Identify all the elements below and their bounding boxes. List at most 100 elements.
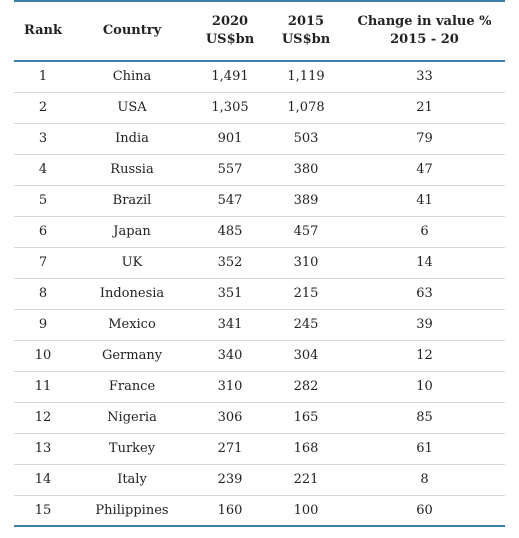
cell-value-2015: 304	[293, 348, 319, 363]
cell-change: 39	[416, 317, 433, 332]
cell-country: Japan	[113, 224, 151, 239]
table-row: 1 China 1,491 1,119 33	[14, 61, 505, 92]
cell-value-2015: 380	[293, 162, 319, 177]
table-row: 4 Russia 557 380 47	[14, 154, 505, 185]
table-row: 14 Italy 239 221 8	[14, 464, 505, 495]
cell-rank: 5	[38, 193, 48, 208]
cell-change: 47	[416, 162, 433, 177]
cell-change: 63	[416, 286, 433, 301]
cell-rank: 6	[38, 224, 48, 239]
cell-value-2020: 306	[217, 410, 243, 425]
table-row: 6 Japan 485 457 6	[14, 216, 505, 247]
table-header: Rank Country 2020 US$bn 2015 US$bn Chang…	[14, 1, 505, 61]
cell-country: France	[108, 379, 156, 394]
cell-country: Brazil	[112, 193, 152, 208]
cell-value-2015: 100	[293, 502, 319, 518]
header-value-2015: 2015 US$bn	[268, 1, 344, 61]
cell-value-2015: 310	[293, 255, 319, 270]
cell-change: 41	[416, 193, 433, 208]
table-row: 13 Turkey 271 168 61	[14, 433, 505, 464]
header-country: Country	[102, 23, 162, 38]
cell-country: Nigeria	[107, 410, 157, 425]
cell-rank: 11	[34, 379, 52, 394]
cell-value-2020: 1,305	[211, 100, 249, 115]
cell-country: USA	[117, 100, 147, 115]
table-row: 15 Philippines 160 100 60	[14, 495, 505, 526]
cell-country: UK	[121, 255, 143, 270]
cell-rank: 10	[34, 348, 52, 363]
cell-value-2020: 352	[217, 255, 243, 270]
cell-value-2015: 215	[293, 286, 319, 301]
cell-rank: 13	[34, 441, 52, 456]
cell-value-2020: 901	[217, 131, 243, 146]
cell-value-2015: 245	[293, 317, 319, 332]
cell-rank: 1	[38, 69, 48, 85]
cell-country: China	[112, 69, 152, 85]
cell-value-2020: 340	[217, 348, 243, 363]
table-row: 2 USA 1,305 1,078 21	[14, 92, 505, 123]
cell-country: Mexico	[108, 317, 156, 332]
cell-rank: 15	[34, 502, 52, 518]
table-row: 5 Brazil 547 389 41	[14, 185, 505, 216]
cell-value-2015: 1,119	[287, 69, 325, 85]
cell-value-2020: 271	[217, 441, 243, 456]
cell-change: 14	[416, 255, 433, 270]
cell-value-2020: 351	[217, 286, 243, 301]
cell-rank: 7	[38, 255, 48, 270]
header-value-2015-unit: US$bn	[281, 32, 331, 47]
cell-change: 6	[420, 224, 429, 239]
cell-value-2015: 168	[293, 441, 319, 456]
cell-value-2020: 160	[217, 502, 243, 518]
header-value-2020: 2020 US$bn	[192, 1, 268, 61]
cell-change: 8	[420, 472, 429, 487]
cell-value-2020: 485	[217, 224, 243, 239]
header-value-2015-year: 2015	[287, 14, 325, 29]
cell-rank: 2	[38, 100, 48, 115]
header-change-period: 2015 - 20	[390, 32, 459, 47]
cell-value-2020: 1,491	[211, 69, 249, 85]
cell-country: India	[115, 131, 149, 146]
cell-country: Philippines	[95, 502, 169, 518]
cell-rank: 12	[34, 410, 52, 425]
cell-country: Italy	[117, 472, 147, 487]
header-value-2020-unit: US$bn	[205, 32, 255, 47]
cell-change: 61	[416, 441, 433, 456]
header-rank: Rank	[24, 23, 62, 38]
cell-value-2015: 503	[293, 131, 319, 146]
cell-change: 33	[416, 69, 433, 85]
header-change: Change in value % 2015 - 20	[344, 1, 505, 61]
country-value-ranking-table: Rank Country 2020 US$bn 2015 US$bn Chang…	[14, 0, 505, 527]
header-value-2020-year: 2020	[211, 14, 249, 29]
ranking-table-container: Rank Country 2020 US$bn 2015 US$bn Chang…	[14, 0, 505, 527]
cell-value-2015: 1,078	[287, 100, 325, 115]
table-row: 7 UK 352 310 14	[14, 247, 505, 278]
cell-rank: 3	[38, 131, 48, 146]
cell-rank: 14	[34, 472, 52, 487]
table-row: 3 India 901 503 79	[14, 123, 505, 154]
table-row: 10 Germany 340 304 12	[14, 340, 505, 371]
cell-value-2020: 341	[217, 317, 243, 332]
table-row: 9 Mexico 341 245 39	[14, 309, 505, 340]
cell-value-2015: 221	[293, 472, 319, 487]
table-body: 1 China 1,491 1,119 33 2 USA 1,305 1,078 21 3 India…	[14, 61, 505, 526]
cell-value-2015: 165	[293, 410, 319, 425]
cell-value-2020: 239	[217, 472, 243, 487]
cell-change: 85	[416, 410, 433, 425]
table-row: 8 Indonesia 351 215 63	[14, 278, 505, 309]
table-row: 11 France 310 282 10	[14, 371, 505, 402]
cell-country: Indonesia	[99, 286, 165, 301]
cell-rank: 8	[38, 286, 48, 301]
cell-value-2015: 282	[293, 379, 319, 394]
table-row: 12 Nigeria 306 165 85	[14, 402, 505, 433]
cell-value-2020: 310	[217, 379, 243, 394]
cell-country: Germany	[101, 348, 163, 363]
cell-value-2015: 457	[293, 224, 319, 239]
cell-country: Russia	[110, 162, 154, 177]
cell-change: 79	[416, 131, 433, 146]
cell-change: 12	[416, 348, 433, 363]
cell-value-2020: 557	[217, 162, 243, 177]
cell-rank: 4	[38, 162, 48, 177]
cell-change: 21	[416, 100, 433, 115]
cell-country: Turkey	[108, 441, 156, 456]
cell-change: 10	[416, 379, 433, 394]
